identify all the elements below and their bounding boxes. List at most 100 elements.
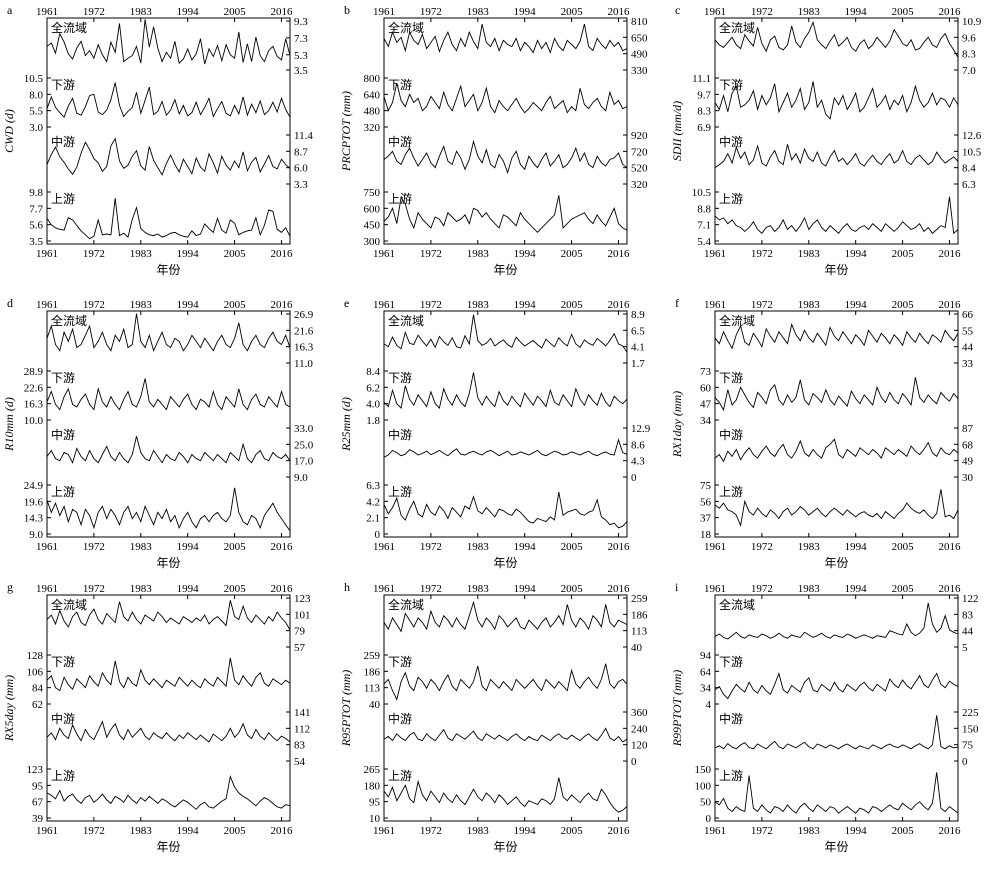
y-tick-label: 19.6 xyxy=(24,496,44,508)
x-tick-label-top: 2005 xyxy=(561,583,584,595)
y-tick-label: 14.3 xyxy=(24,513,44,525)
y-tick-label: 10 xyxy=(369,813,381,825)
y-tick-label: 0 xyxy=(375,529,381,541)
x-tick-label: 1994 xyxy=(845,248,868,260)
y-tick-label: 186 xyxy=(364,666,381,678)
x-tick-label: 1972 xyxy=(420,248,442,260)
x-tick-label-top: 1994 xyxy=(177,583,200,595)
panel-label: c xyxy=(675,3,680,17)
y-tick-label: 106 xyxy=(27,666,44,678)
y-tick-label: 180 xyxy=(364,780,381,792)
panel-b: b 1961 1961 1972 1972 1983 1983 1994 1994 2005 200… xyxy=(339,3,648,277)
series-label-2: 下游 xyxy=(51,371,75,385)
y-tick-label: 73 xyxy=(700,366,712,378)
series-line-1 xyxy=(714,20,959,58)
x-tick-label-top: 2016 xyxy=(270,299,293,311)
y-tick-label: 4.3 xyxy=(631,456,645,468)
x-tick-label-top: 2005 xyxy=(561,6,584,18)
x-tick-label: 2005 xyxy=(224,248,247,260)
y-tick-label: 112 xyxy=(294,723,310,735)
series-line-1 xyxy=(383,314,628,353)
x-tick-label-top: 1983 xyxy=(467,6,490,18)
y-tick-label: 7.3 xyxy=(294,33,308,45)
x-tick-label: 1983 xyxy=(798,541,821,553)
y-tick-label: 11.1 xyxy=(692,73,711,85)
x-tick-label: 2005 xyxy=(561,248,584,260)
y-tick-label: 10.0 xyxy=(24,415,44,427)
y-tick-label: 67 xyxy=(32,797,44,809)
y-tick-label: 55 xyxy=(962,325,974,337)
y-tick-label: 8.0 xyxy=(29,89,43,101)
x-tick-label-top: 1983 xyxy=(467,583,490,595)
x-axis-label: 年份 xyxy=(156,263,180,277)
x-tick-label-top: 2016 xyxy=(607,583,630,595)
series-line-4 xyxy=(383,777,628,813)
x-tick-label-top: 2005 xyxy=(892,583,915,595)
series-line-2 xyxy=(714,377,959,412)
y-tick-label: 3.0 xyxy=(29,122,43,134)
x-tick-label-top: 1972 xyxy=(751,299,773,311)
y-tick-label: 8.8 xyxy=(697,203,711,215)
y-tick-label: 8.9 xyxy=(631,309,645,321)
x-tick-label-top: 1994 xyxy=(845,583,868,595)
y-tick-label: 5.4 xyxy=(697,236,711,248)
series-label-3: 中游 xyxy=(719,134,743,149)
series-line-3 xyxy=(46,436,291,464)
x-tick-label-top: 2016 xyxy=(938,6,961,18)
x-tick-label-top: 1972 xyxy=(751,583,773,595)
series-label-1: 全流域 xyxy=(388,313,424,328)
x-tick-label: 1961 xyxy=(373,825,395,837)
series-label-1: 全流域 xyxy=(719,313,755,328)
y-tick-label: 123 xyxy=(294,593,311,605)
x-tick-label: 1994 xyxy=(177,248,200,260)
x-tick-label-top: 1994 xyxy=(177,299,200,311)
y-tick-label: 9.3 xyxy=(294,16,308,28)
y-tick-label: 18 xyxy=(700,529,712,541)
y-tick-label: 8.3 xyxy=(697,106,711,118)
x-tick-label: 1961 xyxy=(704,825,726,837)
series-label-3: 中游 xyxy=(388,427,412,442)
panel-frame xyxy=(714,594,959,822)
y-tick-label: 9.0 xyxy=(29,529,43,541)
x-tick-label-top: 2005 xyxy=(224,6,247,18)
series-line-4 xyxy=(46,198,291,240)
x-tick-label: 1972 xyxy=(83,248,105,260)
x-tick-label-top: 1983 xyxy=(798,299,821,311)
series-line-4 xyxy=(714,772,959,814)
y-tick-label: 16.3 xyxy=(294,342,314,354)
x-tick-label-top: 2016 xyxy=(270,583,293,595)
y-tick-label: 5.3 xyxy=(294,50,308,62)
y-tick-label: 600 xyxy=(364,203,381,215)
y-tick-label: 120 xyxy=(631,740,648,752)
y-axis-label: RX1day (mm) xyxy=(670,391,684,458)
y-tick-label: 5.5 xyxy=(29,106,43,118)
x-tick-label: 1961 xyxy=(704,541,726,553)
series-label-4: 上游 xyxy=(51,485,75,499)
y-axis-label: R10mm (d) xyxy=(2,397,16,452)
series-label-2: 下游 xyxy=(388,371,412,385)
y-tick-label: 9.8 xyxy=(29,187,43,199)
y-tick-label: 141 xyxy=(294,707,311,719)
y-tick-label: 95 xyxy=(369,797,381,809)
x-tick-label: 2005 xyxy=(224,825,247,837)
x-tick-label: 2016 xyxy=(607,248,630,260)
y-tick-label: 8.4 xyxy=(962,163,976,175)
x-axis-label: 年份 xyxy=(156,556,180,570)
x-tick-label: 1994 xyxy=(177,541,200,553)
series-label-4: 上游 xyxy=(51,192,75,206)
y-tick-label: 113 xyxy=(631,626,648,638)
series-line-1 xyxy=(714,602,959,640)
series-label-4: 上游 xyxy=(719,769,743,783)
y-tick-label: 24.9 xyxy=(24,480,44,492)
panel-frame xyxy=(383,310,628,538)
y-tick-label: 3.5 xyxy=(294,65,308,77)
x-tick-label-top: 1961 xyxy=(373,6,395,18)
y-tick-label: 25.0 xyxy=(294,439,314,451)
x-tick-label-top: 1983 xyxy=(467,299,490,311)
x-axis-label: 年份 xyxy=(156,840,180,854)
y-tick-label: 259 xyxy=(631,593,648,605)
series-label-2: 下游 xyxy=(719,78,743,92)
y-tick-label: 33 xyxy=(962,358,974,370)
y-tick-label: 750 xyxy=(364,187,381,199)
x-tick-label: 1983 xyxy=(798,248,821,260)
